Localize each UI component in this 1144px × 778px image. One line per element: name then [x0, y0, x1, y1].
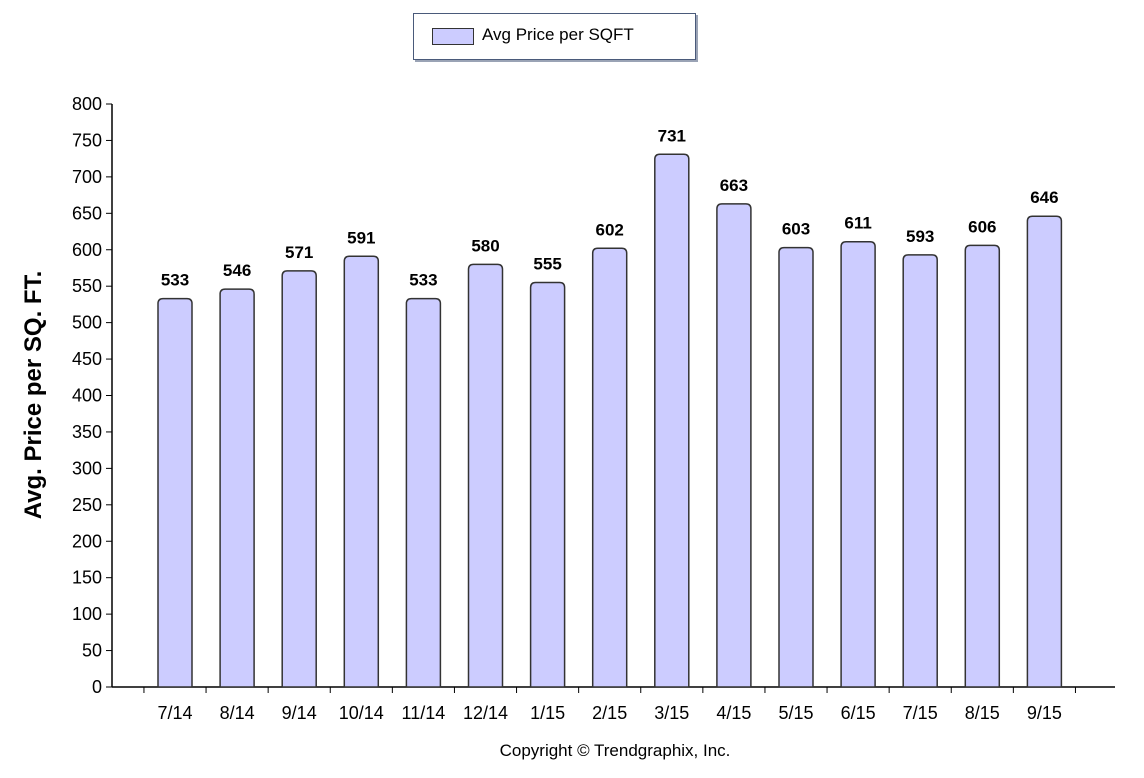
y-axis-title: Avg. Price per SQ. FT.: [20, 270, 47, 520]
x-tick-label: 8/15: [965, 703, 1000, 723]
y-tick-label: 700: [72, 167, 102, 187]
bar-2-15: [591, 247, 628, 688]
legend-label: Avg Price per SQFT: [482, 25, 634, 44]
bar-value-label: 602: [596, 220, 624, 239]
x-tick-label: 9/14: [282, 703, 317, 723]
copyright-text: Copyright © Trendgraphix, Inc.: [499, 741, 731, 760]
x-tick-label: 12/14: [463, 703, 508, 723]
y-tick-label: 100: [72, 604, 102, 624]
y-tick-label: 500: [72, 313, 102, 333]
x-tick-label: 2/15: [592, 703, 627, 723]
bar-5-15: [778, 246, 814, 688]
x-tick-label: 10/14: [339, 703, 384, 723]
bar-8-14: [219, 288, 255, 688]
bar-value-label: 646: [1030, 188, 1058, 207]
bar-12-14: [467, 263, 504, 688]
bar-value-label: 591: [347, 228, 375, 247]
bar-value-label: 555: [533, 255, 561, 274]
bar-value-label: 533: [409, 271, 437, 290]
bar-value-label: 603: [782, 220, 810, 239]
y-tick-label: 300: [72, 458, 102, 478]
y-tick-label: 750: [72, 130, 102, 150]
bar-1-15: [529, 281, 566, 688]
y-tick-label: 600: [72, 240, 102, 260]
bar-value-label: 611: [844, 214, 871, 233]
bar-value-label: 533: [161, 271, 189, 290]
bar-8-15: [964, 244, 1001, 688]
x-tick-label: 6/15: [841, 703, 876, 723]
bar-9-15: [1026, 215, 1063, 688]
y-tick-label: 0: [92, 677, 102, 697]
x-tick-label: 1/15: [530, 703, 565, 723]
y-tick-label: 250: [72, 495, 102, 515]
y-tick-label: 400: [72, 386, 102, 406]
bar-10-14: [343, 255, 380, 688]
y-tick-label: 450: [72, 349, 102, 369]
y-tick-label: 50: [82, 641, 102, 661]
x-tick-label: 4/15: [716, 703, 751, 723]
legend-swatch: [432, 28, 474, 45]
bar-value-label: 571: [285, 243, 313, 262]
bar-7-14: [157, 297, 193, 688]
y-tick-label: 150: [72, 568, 102, 588]
bar-value-label: 663: [720, 176, 748, 195]
bar-9-14: [281, 270, 317, 688]
bar-value-label: 606: [968, 217, 996, 236]
bar-7-15: [902, 254, 938, 688]
y-tick-label: 200: [72, 531, 102, 551]
bar-value-label: 546: [223, 261, 251, 280]
bar-value-label: 593: [906, 227, 934, 246]
x-tick-label: 3/15: [654, 703, 689, 723]
bar-6-15: [840, 240, 876, 688]
bar-value-label: 731: [658, 126, 686, 145]
bar-3-15: [654, 153, 690, 688]
y-tick-label: 650: [72, 203, 102, 223]
x-tick-label: 9/15: [1027, 703, 1062, 723]
bar-4-15: [716, 203, 752, 688]
x-tick-label: 7/15: [903, 703, 938, 723]
y-tick-label: 350: [72, 422, 102, 442]
x-tick-label: 8/14: [220, 703, 255, 723]
bar-11-14: [405, 297, 442, 688]
y-tick-label: 800: [72, 94, 102, 114]
bar-value-label: 580: [471, 236, 499, 255]
legend: Avg Price per SQFT: [413, 13, 696, 60]
x-tick-label: 7/14: [157, 703, 192, 723]
x-tick-label: 5/15: [778, 703, 813, 723]
y-tick-label: 550: [72, 276, 102, 296]
x-tick-label: 11/14: [402, 703, 446, 723]
